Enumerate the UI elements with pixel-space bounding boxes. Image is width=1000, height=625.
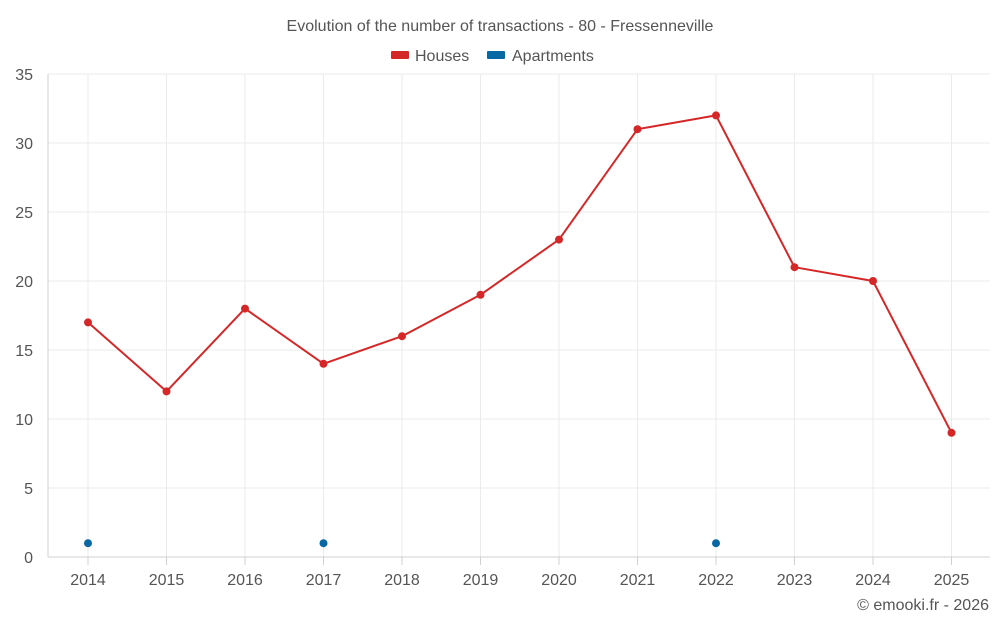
legend: Houses Apartments: [391, 48, 594, 65]
chart-title: Evolution of the number of transactions …: [287, 18, 714, 35]
data-point-houses[interactable]: [162, 387, 171, 396]
axes: [47, 74, 990, 565]
data-point-apartments[interactable]: [712, 539, 720, 548]
y-tick-label: 0: [24, 550, 33, 567]
data-point-houses[interactable]: [633, 125, 642, 134]
data-point-houses[interactable]: [84, 318, 92, 327]
y-tick-label: 30: [15, 136, 33, 153]
data-point-houses[interactable]: [790, 263, 799, 272]
data-point-houses[interactable]: [712, 111, 720, 120]
series-line-houses: [87, 114, 953, 434]
data-point-houses[interactable]: [476, 290, 485, 299]
series: [84, 111, 956, 548]
data-point-houses[interactable]: [398, 332, 406, 341]
y-tick-label: 20: [15, 274, 33, 291]
data-point-houses[interactable]: [947, 428, 956, 437]
x-tick-label: 2018: [384, 572, 420, 589]
x-tick-label: 2023: [777, 572, 813, 589]
x-tick-label: 2025: [934, 572, 970, 589]
legend-item-houses[interactable]: Houses: [391, 48, 469, 65]
x-tick-label: 2019: [463, 572, 499, 589]
credit-text: © emooki.fr - 2026: [857, 597, 989, 614]
x-axis-ticks: 2014 2015 2016 2017 2018 2019 2020 2021 2022 2023…: [70, 572, 969, 589]
y-tick-label: 5: [24, 481, 33, 498]
y-tick-label: 15: [15, 343, 33, 360]
data-point-apartments[interactable]: [84, 539, 92, 548]
y-axis-ticks: 0 5 10 15 20 25 30 35: [15, 67, 33, 567]
data-point-houses[interactable]: [869, 277, 877, 285]
legend-label-houses: Houses: [415, 48, 469, 65]
legend-label-apartments: Apartments: [512, 48, 594, 65]
x-tick-label: 2020: [541, 572, 577, 589]
x-tick-label: 2022: [698, 572, 734, 589]
x-tick-label: 2016: [227, 572, 263, 589]
x-tick-label: 2014: [70, 572, 106, 589]
legend-swatch-apartments: [487, 51, 505, 59]
legend-item-apartments[interactable]: Apartments: [487, 48, 594, 65]
x-tick-label: 2015: [149, 572, 185, 589]
grid: [48, 73, 990, 557]
data-point-apartments[interactable]: [319, 539, 328, 548]
series-apartments: [84, 539, 720, 548]
data-point-houses[interactable]: [241, 304, 249, 313]
x-tick-label: 2024: [855, 572, 891, 589]
x-tick-label: 2021: [620, 572, 656, 589]
data-point-houses[interactable]: [319, 359, 328, 368]
y-tick-label: 35: [15, 67, 33, 84]
y-tick-label: 25: [15, 205, 33, 222]
series-houses: [84, 111, 956, 437]
y-tick-label: 10: [15, 412, 33, 429]
data-point-houses[interactable]: [555, 235, 563, 244]
legend-swatch-houses: [391, 51, 409, 59]
x-tick-label: 2017: [306, 572, 342, 589]
